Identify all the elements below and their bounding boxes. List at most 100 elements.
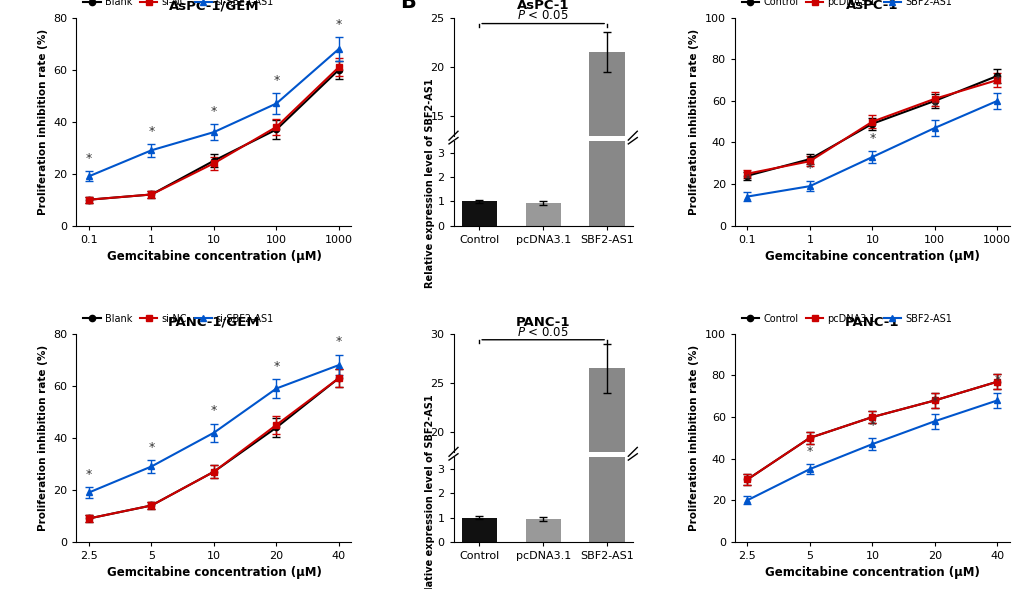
Text: *: * xyxy=(335,335,341,349)
si-NC xyxy=(270,421,282,428)
si-SBF2-AS1 xyxy=(208,429,220,436)
si-SBF2-AS1 xyxy=(146,147,158,154)
Bar xyxy=(589,0,624,226)
si-SBF2-AS1 xyxy=(270,385,282,392)
Title: AsPC-1: AsPC-1 xyxy=(845,0,898,12)
Title: AsPC-1/GEM: AsPC-1/GEM xyxy=(168,0,259,12)
Text: $\it{P}$ < 0.05: $\it{P}$ < 0.05 xyxy=(517,9,569,22)
pcDNA3.1 xyxy=(990,77,1003,84)
Y-axis label: Relative expression level of SBF2-AS1: Relative expression level of SBF2-AS1 xyxy=(424,78,434,288)
pcDNA3.1 xyxy=(803,158,815,165)
Legend: Blank, si-NC, si-SBF2-AS1: Blank, si-NC, si-SBF2-AS1 xyxy=(82,312,276,326)
Bar xyxy=(589,368,624,589)
Text: *: * xyxy=(994,374,1000,387)
si-SBF2-AS1 xyxy=(146,463,158,470)
pcDNA3.1 xyxy=(927,95,940,102)
si-NC xyxy=(332,64,344,71)
Blank xyxy=(332,375,344,382)
si-SBF2-AS1 xyxy=(208,128,220,135)
Text: *: * xyxy=(806,162,812,175)
Line: SBF2-AS1: SBF2-AS1 xyxy=(744,398,1000,504)
Text: *: * xyxy=(930,100,937,113)
Control xyxy=(990,72,1003,80)
Text: $\it{P}$ < 0.05: $\it{P}$ < 0.05 xyxy=(517,326,569,339)
si-NC xyxy=(83,515,95,522)
Control xyxy=(927,397,940,404)
Bar xyxy=(525,203,560,226)
X-axis label: Gemcitabine concentration (μM): Gemcitabine concentration (μM) xyxy=(106,567,321,580)
SBF2-AS1 xyxy=(927,124,940,131)
Line: si-NC: si-NC xyxy=(86,375,341,522)
Text: *: * xyxy=(744,173,750,186)
Line: si-NC: si-NC xyxy=(86,64,341,203)
Control xyxy=(741,476,753,483)
SBF2-AS1 xyxy=(741,193,753,200)
Text: *: * xyxy=(86,468,92,481)
Text: *: * xyxy=(273,74,279,87)
Text: *: * xyxy=(868,419,874,432)
pcDNA3.1 xyxy=(927,397,940,404)
Bar xyxy=(589,0,624,542)
Y-axis label: Proliferation inhibition rate (%): Proliferation inhibition rate (%) xyxy=(38,29,48,215)
pcDNA3.1 xyxy=(865,118,877,125)
Text: *: * xyxy=(148,441,155,454)
si-NC xyxy=(208,468,220,475)
Title: PANC-1: PANC-1 xyxy=(516,316,570,329)
pcDNA3.1 xyxy=(865,413,877,421)
Y-axis label: Proliferation inhibition rate (%): Proliferation inhibition rate (%) xyxy=(689,345,699,531)
SBF2-AS1 xyxy=(803,183,815,190)
Control xyxy=(927,97,940,104)
Text: *: * xyxy=(273,360,279,373)
Bar xyxy=(525,519,560,542)
si-SBF2-AS1 xyxy=(83,489,95,496)
si-SBF2-AS1 xyxy=(270,100,282,107)
Line: pcDNA3.1: pcDNA3.1 xyxy=(744,77,1000,177)
si-NC xyxy=(270,123,282,130)
Legend: Blank, si-NC, si-SBF2-AS1: Blank, si-NC, si-SBF2-AS1 xyxy=(82,0,276,9)
pcDNA3.1 xyxy=(741,170,753,177)
Blank xyxy=(270,424,282,431)
si-SBF2-AS1 xyxy=(332,45,344,52)
Legend: Control, pcDNA3.1, SBF2-AS1: Control, pcDNA3.1, SBF2-AS1 xyxy=(739,312,953,326)
Blank xyxy=(146,191,158,198)
X-axis label: Gemcitabine concentration (μM): Gemcitabine concentration (μM) xyxy=(764,567,979,580)
Y-axis label: Proliferation inhibition rate (%): Proliferation inhibition rate (%) xyxy=(38,345,48,531)
X-axis label: Gemcitabine concentration (μM): Gemcitabine concentration (μM) xyxy=(764,250,979,263)
si-SBF2-AS1 xyxy=(83,173,95,180)
Blank xyxy=(208,468,220,475)
SBF2-AS1 xyxy=(990,97,1003,104)
Text: *: * xyxy=(211,105,217,118)
Text: *: * xyxy=(211,404,217,418)
Bar xyxy=(589,52,624,263)
Control xyxy=(865,413,877,421)
Blank xyxy=(332,66,344,73)
Bar xyxy=(462,254,496,263)
Text: *: * xyxy=(148,124,155,138)
Text: *: * xyxy=(868,131,874,144)
Text: *: * xyxy=(994,73,1000,87)
Title: AsPC-1: AsPC-1 xyxy=(517,0,569,12)
Text: B: B xyxy=(399,0,415,12)
Control xyxy=(741,172,753,179)
SBF2-AS1 xyxy=(990,397,1003,404)
Blank xyxy=(83,196,95,203)
Line: Control: Control xyxy=(744,73,1000,179)
Line: pcDNA3.1: pcDNA3.1 xyxy=(744,379,1000,482)
Control xyxy=(803,434,815,441)
si-NC xyxy=(146,502,158,509)
SBF2-AS1 xyxy=(927,418,940,425)
SBF2-AS1 xyxy=(865,154,877,161)
Legend: Control, pcDNA3.1, SBF2-AS1: Control, pcDNA3.1, SBF2-AS1 xyxy=(739,0,953,9)
Control xyxy=(990,378,1003,385)
Bar xyxy=(462,518,496,542)
pcDNA3.1 xyxy=(741,476,753,483)
Y-axis label: Relative expression level of SBF2-AS1: Relative expression level of SBF2-AS1 xyxy=(424,395,434,589)
pcDNA3.1 xyxy=(990,378,1003,385)
X-axis label: Gemcitabine concentration (μM): Gemcitabine concentration (μM) xyxy=(106,250,321,263)
pcDNA3.1 xyxy=(803,434,815,441)
Text: *: * xyxy=(806,445,812,458)
Title: PANC-1/GEM: PANC-1/GEM xyxy=(167,316,260,329)
Blank xyxy=(83,515,95,522)
Control xyxy=(865,120,877,127)
si-NC xyxy=(146,191,158,198)
